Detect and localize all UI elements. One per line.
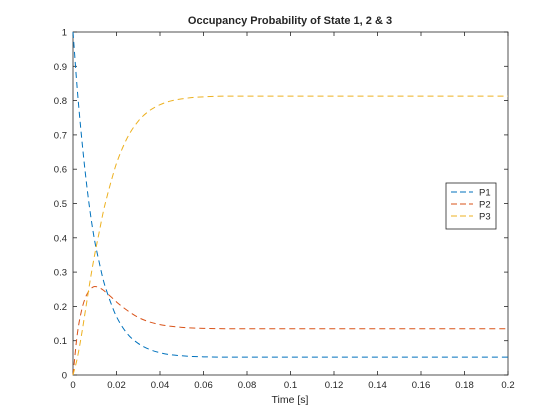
legend-label-p2: P2 <box>479 200 491 211</box>
y-tick-label: 1 <box>62 28 67 39</box>
series-line-p1 <box>72 31 508 358</box>
plot-area <box>72 31 509 376</box>
x-tick-label: 0 <box>70 380 75 391</box>
x-tick-label: 0.02 <box>107 380 126 391</box>
chart-title: Occupancy Probability of State 1, 2 & 3 <box>188 15 392 27</box>
y-axis: 0 0.1 0.2 0.3 0.4 0.5 0.6 0.7 0.8 0.9 1 <box>54 28 508 382</box>
y-tick-label: 0.5 <box>54 199 67 210</box>
legend-label-p1: P1 <box>479 188 491 199</box>
x-axis-label: Time [s] <box>272 394 309 406</box>
x-tick-label: 0.16 <box>412 380 431 391</box>
y-tick-label: 0.2 <box>54 302 67 313</box>
x-tick-label: 0.18 <box>455 380 474 391</box>
y-tick-label: 0.6 <box>54 165 67 176</box>
x-tick-label: 0.04 <box>151 380 170 391</box>
series-lines <box>72 31 508 376</box>
legend-label-p3: P3 <box>479 212 491 223</box>
series-line-p3 <box>72 95 508 376</box>
y-tick-label: 0.4 <box>54 233 67 244</box>
x-tick-label: 0.2 <box>501 380 514 391</box>
x-tick-label: 0.1 <box>284 380 297 391</box>
x-axis: 0 0.02 0.04 0.06 0.08 0.1 0.12 0.14 0.16 0.18 0.2 <box>70 32 515 391</box>
x-tick-label: 0.08 <box>238 380 257 391</box>
x-tick-label: 0.14 <box>368 380 387 391</box>
series-line-p2 <box>72 286 508 376</box>
y-tick-label: 0.7 <box>54 130 67 141</box>
x-tick-label: 0.12 <box>325 380 344 391</box>
y-tick-label: 0.1 <box>54 336 67 347</box>
legend-box <box>445 182 497 230</box>
y-tick-label: 0 <box>62 371 67 382</box>
y-tick-label: 0.9 <box>54 62 67 73</box>
y-tick-label: 0.3 <box>54 268 67 279</box>
y-tick-label: 0.8 <box>54 96 67 107</box>
x-tick-label: 0.06 <box>194 380 213 391</box>
